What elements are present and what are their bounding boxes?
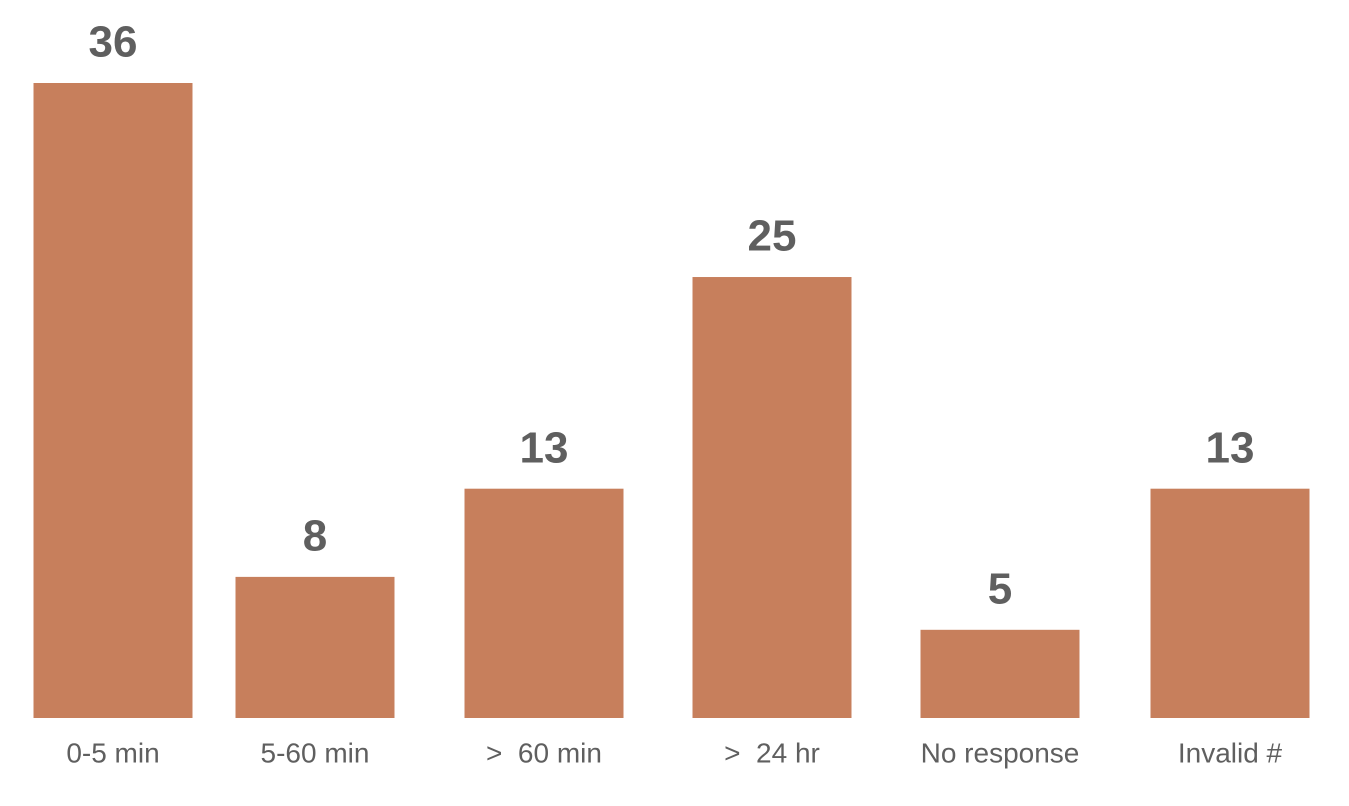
x-tick-label: 0-5 min — [66, 737, 159, 768]
x-tick-label: > 24 hr — [724, 737, 820, 768]
x-tick-label: 5-60 min — [261, 737, 370, 768]
value-label: 36 — [89, 18, 138, 67]
x-tick-label: Invalid # — [1178, 737, 1283, 768]
x-tick-label: > 60 min — [486, 737, 602, 768]
value-label: 8 — [303, 512, 327, 561]
value-label: 25 — [748, 212, 797, 261]
bar — [464, 488, 624, 718]
value-label: 13 — [1206, 423, 1255, 472]
bar — [920, 629, 1080, 718]
value-label: 13 — [520, 423, 569, 472]
value-label: 5 — [988, 564, 1012, 613]
bar — [692, 277, 852, 718]
bar — [1150, 488, 1310, 718]
bar — [235, 576, 395, 718]
bar — [33, 83, 193, 718]
x-tick-label: No response — [921, 737, 1080, 768]
